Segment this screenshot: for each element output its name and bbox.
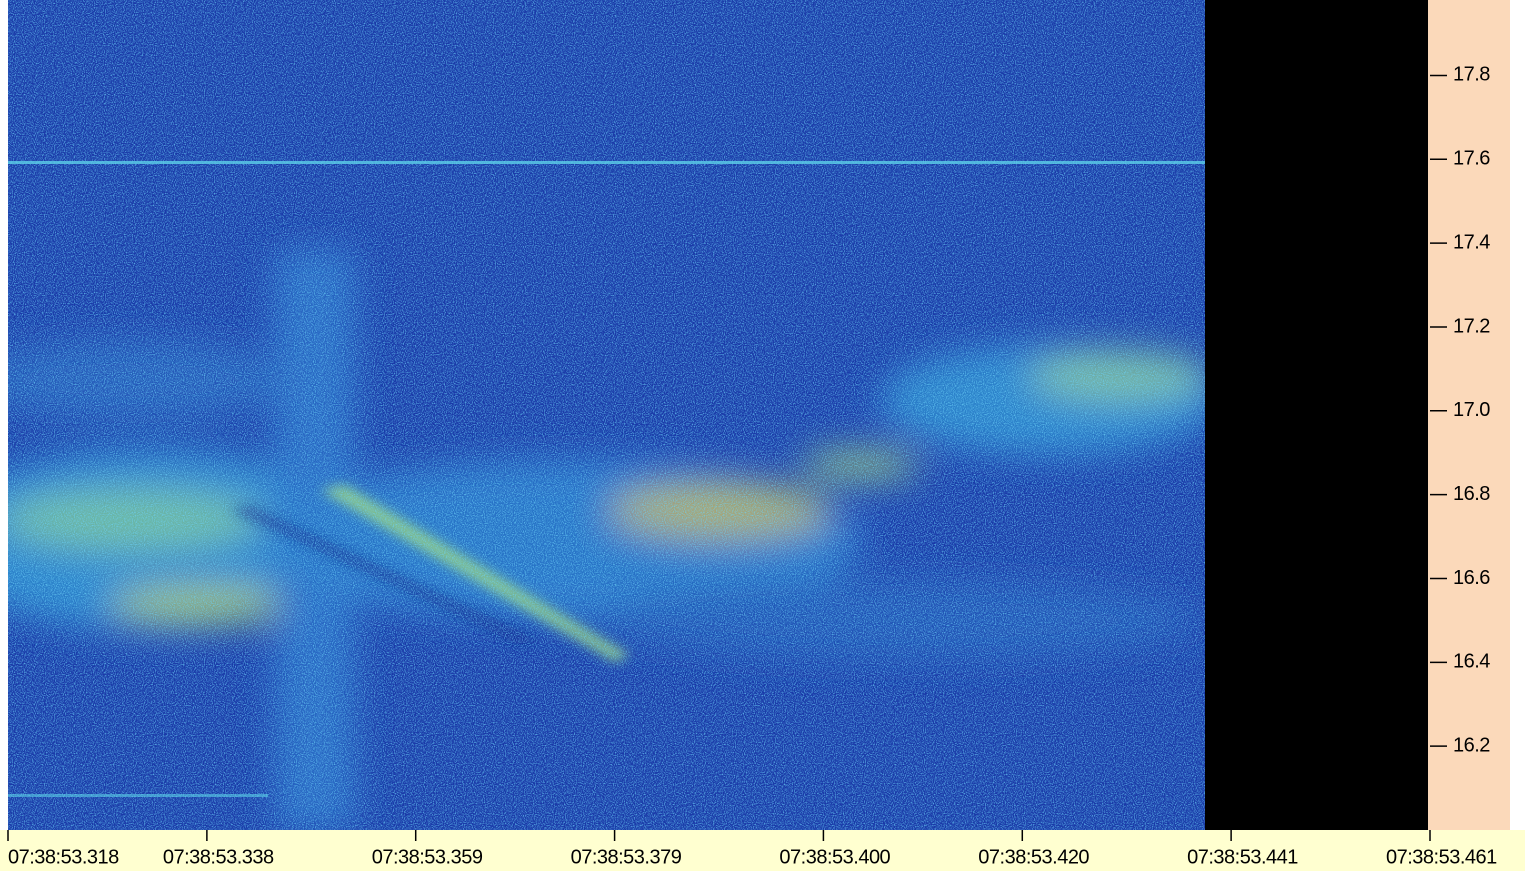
y-tick-label: 16.2 [1453, 734, 1490, 756]
x-axis-panel [0, 830, 1525, 871]
x-tick-label: 07:38:53.379 [571, 846, 682, 868]
y-tick-label: 17.2 [1453, 315, 1490, 337]
x-tick-label: 07:38:53.318 [8, 846, 119, 868]
x-tick-label: 07:38:53.359 [372, 846, 483, 868]
empty-region [1205, 0, 1428, 830]
y-tick-label: 17.6 [1453, 148, 1490, 170]
y-tick-label: 17.0 [1453, 399, 1490, 421]
x-tick-label: 07:38:53.338 [163, 846, 274, 868]
spectrogram-image [8, 0, 1205, 830]
x-tick-label: 07:38:53.400 [779, 846, 890, 868]
y-tick-label: 16.8 [1453, 483, 1490, 505]
y-axis-panel [1428, 0, 1510, 830]
y-tick-label: 17.4 [1453, 231, 1490, 253]
y-tick-label: 17.8 [1453, 64, 1490, 86]
y-tick-label: 16.6 [1453, 567, 1490, 589]
x-tick-label: 07:38:53.441 [1187, 846, 1298, 868]
x-tick-label: 07:38:53.461 [1386, 846, 1497, 868]
x-tick-label: 07:38:53.420 [978, 846, 1089, 868]
y-tick-label: 16.4 [1453, 651, 1490, 673]
